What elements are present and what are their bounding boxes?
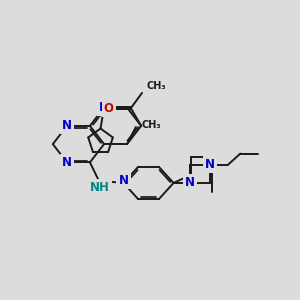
Text: O: O	[104, 102, 114, 115]
Text: N: N	[205, 158, 215, 171]
Text: N: N	[185, 176, 195, 190]
Text: N: N	[62, 156, 72, 169]
Text: O: O	[100, 101, 110, 114]
Text: NH: NH	[90, 181, 110, 194]
Text: CH₃: CH₃	[141, 120, 161, 130]
Text: N: N	[99, 101, 109, 114]
Text: N: N	[118, 174, 128, 187]
Text: CH₃: CH₃	[146, 80, 166, 91]
Text: N: N	[62, 119, 72, 132]
